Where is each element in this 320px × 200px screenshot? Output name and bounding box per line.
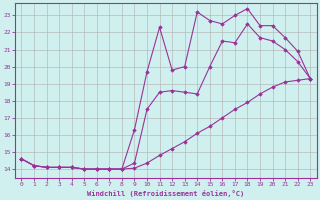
X-axis label: Windchill (Refroidissement éolien,°C): Windchill (Refroidissement éolien,°C) — [87, 190, 244, 197]
